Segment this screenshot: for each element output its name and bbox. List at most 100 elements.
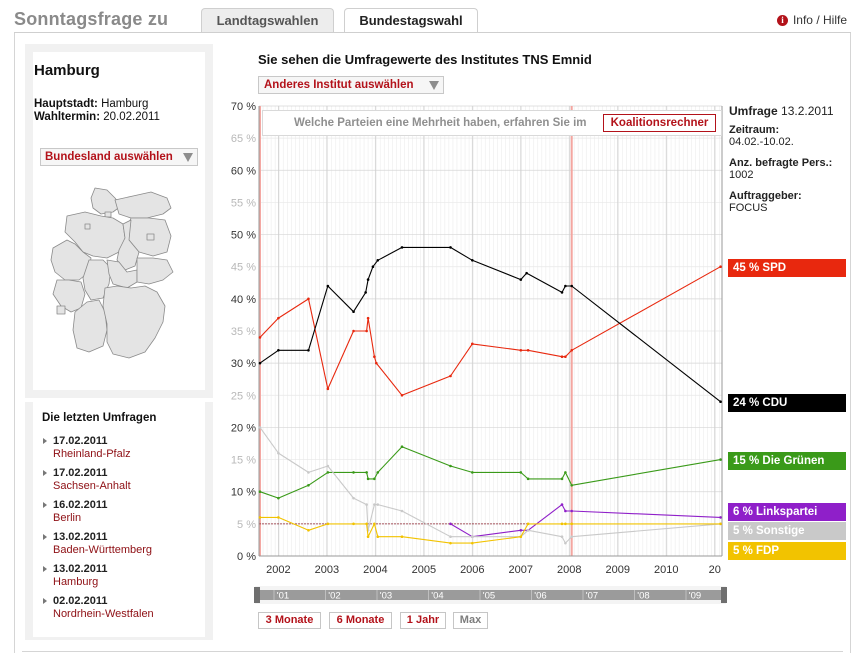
data-point bbox=[373, 477, 376, 481]
poll-item[interactable]: 13.02.2011 Baden-Württemberg bbox=[43, 531, 152, 556]
data-point bbox=[719, 400, 722, 404]
data-point bbox=[258, 361, 262, 365]
y-tick-label: 60 % bbox=[231, 165, 256, 177]
data-point bbox=[373, 522, 376, 526]
data-point bbox=[366, 278, 370, 281]
poll-survey: Umfrage 13.2.2011 bbox=[729, 105, 834, 117]
data-point bbox=[471, 535, 474, 539]
institute-select-dropdown[interactable]: Anderes Institut auswählen bbox=[258, 76, 444, 94]
map-berlin[interactable] bbox=[146, 233, 155, 241]
map-bayern[interactable] bbox=[102, 285, 166, 359]
overview-handle-right bbox=[721, 587, 727, 603]
poll-item[interactable]: 13.02.2011 Hamburg bbox=[43, 563, 107, 588]
map-bremen[interactable] bbox=[84, 223, 91, 230]
frame-bottom-border bbox=[22, 651, 843, 652]
overview-tick-label: '06 bbox=[534, 591, 546, 602]
map-saarland[interactable] bbox=[56, 305, 66, 315]
info-help-link[interactable]: i Info / Hilfe bbox=[776, 13, 847, 27]
poll-chart: 0 % 5 % 10 % 15 % 20 % 25 % 30 % 35 % 40 % 45 % 50… bbox=[231, 101, 727, 604]
data-point bbox=[564, 541, 567, 545]
map-baden-wuerttemberg[interactable] bbox=[72, 299, 108, 353]
data-point bbox=[352, 310, 355, 314]
data-point bbox=[526, 528, 530, 532]
data-point bbox=[560, 503, 564, 506]
poll-item[interactable]: 17.02.2011 Rheinland-Pfalz bbox=[43, 435, 131, 460]
y-tick-label: 45 % bbox=[231, 262, 256, 274]
map-hessen[interactable] bbox=[82, 259, 112, 301]
data-point bbox=[277, 348, 280, 352]
overview-tick-label: '05 bbox=[483, 591, 495, 602]
poll-client: Auftraggeber: FOCUS bbox=[729, 190, 802, 214]
overview-handle-left bbox=[254, 587, 260, 603]
poll-state-link[interactable]: Hamburg bbox=[53, 576, 99, 588]
poll-respondents: Anz. befragte Pers.: 1002 bbox=[729, 157, 832, 181]
map-sachsen[interactable] bbox=[136, 257, 174, 285]
data-point bbox=[719, 516, 722, 519]
data-point bbox=[526, 348, 530, 352]
germany-map-icon[interactable] bbox=[45, 180, 179, 380]
data-point bbox=[449, 246, 452, 249]
poll-state-link[interactable]: Nordrhein-Westfalen bbox=[53, 608, 154, 620]
poll-date: 17.02.2011 bbox=[43, 467, 131, 479]
data-point bbox=[365, 471, 368, 474]
y-tick-label: 5 % bbox=[237, 519, 256, 531]
state-select-dropdown[interactable]: Bundesland auswählen bbox=[40, 148, 198, 166]
range-3-months-button[interactable]: 3 Monate bbox=[258, 612, 321, 629]
poll-state-link[interactable]: Berlin bbox=[53, 512, 82, 524]
x-tick-label: 2003 bbox=[315, 564, 339, 576]
app-title: Sonntagsfrage zu bbox=[14, 9, 169, 29]
coalition-calculator-button[interactable]: Koalitionsrechner bbox=[603, 114, 716, 132]
range-1-year-button[interactable]: 1 Jahr bbox=[400, 612, 446, 629]
chevron-down-icon bbox=[429, 81, 439, 90]
data-point bbox=[277, 316, 280, 320]
election-value: 20.02.2011 bbox=[103, 111, 160, 123]
respondents-value: 1002 bbox=[729, 169, 754, 181]
y-tick-label: 15 % bbox=[231, 455, 256, 467]
data-point bbox=[326, 471, 330, 474]
poll-date: 02.02.2011 bbox=[43, 595, 154, 607]
data-point bbox=[376, 535, 380, 539]
tab-bundestagswahl[interactable]: Bundestagswahl bbox=[344, 8, 478, 33]
data-point bbox=[471, 258, 474, 262]
survey-date: 13.2.2011 bbox=[781, 104, 834, 118]
data-point bbox=[352, 496, 355, 500]
map-mecklenburg-vorpommern[interactable] bbox=[114, 191, 172, 219]
overview-tick-label: '02 bbox=[328, 591, 340, 602]
data-point bbox=[471, 471, 474, 474]
data-point bbox=[326, 464, 330, 468]
respondents-label: Anz. befragte Pers.: bbox=[729, 157, 833, 169]
capital-label: Hauptstadt: bbox=[34, 98, 98, 110]
y-tick-label: 20 % bbox=[231, 422, 256, 434]
y-tick-label: 35 % bbox=[231, 326, 256, 338]
map-sachsen-anhalt[interactable] bbox=[116, 219, 140, 271]
y-tick-label: 10 % bbox=[231, 487, 256, 499]
data-point bbox=[307, 348, 310, 352]
y-tick-label: 50 % bbox=[231, 230, 256, 242]
poll-state-link[interactable]: Rheinland-Pfalz bbox=[53, 448, 131, 460]
data-point bbox=[570, 509, 574, 513]
data-point bbox=[373, 355, 376, 359]
coalition-hint-text: Welche Parteien eine Mehrheit haben, erf… bbox=[294, 117, 587, 129]
party-label-gruene: 15 % Die Grünen bbox=[728, 452, 846, 470]
data-point bbox=[371, 265, 375, 269]
poll-item[interactable]: 02.02.2011 Nordrhein-Westfalen bbox=[43, 595, 154, 620]
range-6-months-button[interactable]: 6 Monate bbox=[329, 612, 392, 629]
state-capital: Hauptstadt: Hamburg bbox=[34, 98, 148, 110]
map-schleswig-holstein[interactable] bbox=[90, 187, 122, 215]
data-point bbox=[449, 464, 452, 468]
capital-value: Hamburg bbox=[101, 98, 149, 110]
header-divider bbox=[14, 32, 851, 33]
map-hamburg[interactable] bbox=[104, 211, 112, 218]
data-point bbox=[471, 541, 474, 545]
x-tick-label: 2007 bbox=[509, 564, 533, 576]
poll-item[interactable]: 17.02.2011 Sachsen-Anhalt bbox=[43, 467, 131, 492]
poll-state-link[interactable]: Baden-Württemberg bbox=[53, 544, 153, 556]
data-point bbox=[366, 535, 370, 539]
range-max-button[interactable]: Max bbox=[453, 612, 488, 629]
tab-landtagswahlen[interactable]: Landtagswahlen bbox=[201, 8, 334, 33]
poll-item[interactable]: 16.02.2011 Berlin bbox=[43, 499, 107, 524]
party-label-cdu: 24 % CDU bbox=[728, 394, 846, 412]
coalition-hint-box: Welche Parteien eine Mehrheit haben, erf… bbox=[262, 110, 722, 136]
poll-state-link[interactable]: Sachsen-Anhalt bbox=[53, 480, 131, 492]
x-tick-label: 2006 bbox=[460, 564, 484, 576]
